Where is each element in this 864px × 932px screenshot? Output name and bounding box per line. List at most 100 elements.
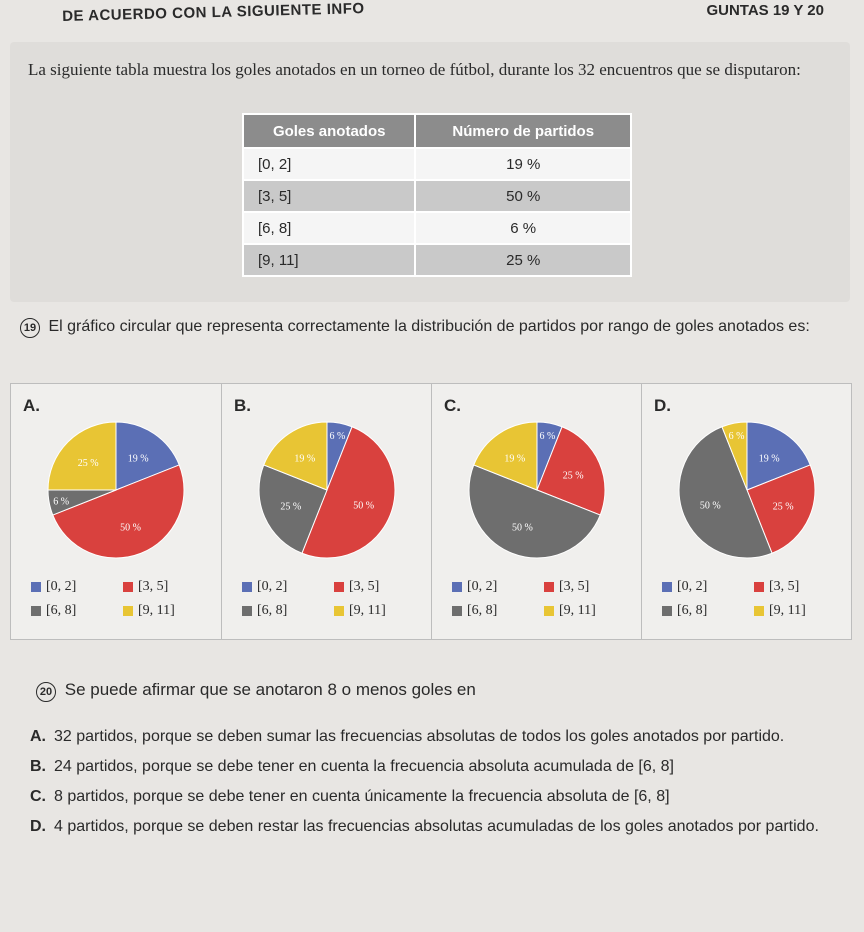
table-cell: [9, 11] <box>241 243 417 277</box>
pie-options: A. 19 % 50 % 6 % 25 % [0, 2] [3, 5] [6, 8] [9,… <box>10 383 852 640</box>
slice-label: 50 % <box>120 523 141 534</box>
pie-slice <box>258 464 328 554</box>
pie-slice <box>263 421 328 491</box>
question-20: 20 Se puede afirmar que se anotaron 8 o … <box>36 680 476 702</box>
legend-label: [6, 8] <box>677 603 708 618</box>
answer-letter: A. <box>30 728 46 745</box>
legend-item: [6, 8] <box>662 603 707 619</box>
pie-slice <box>115 421 180 491</box>
legend-item: [6, 8] <box>31 603 76 619</box>
table-header: Número de partidos <box>414 113 632 149</box>
answer-list: A. 32 partidos, porque se deben sumar la… <box>30 725 842 845</box>
option-a-panel[interactable]: A. 19 % 50 % 6 % 25 % [0, 2] [3, 5] [6, 8] [9,… <box>11 384 221 639</box>
answer-option-a[interactable]: A. 32 partidos, porque se deben sumar la… <box>30 725 842 749</box>
slice-label: 6 % <box>729 431 745 442</box>
slice-label: 50 % <box>353 501 374 512</box>
question-19-text: El gráfico circular que representa corre… <box>48 318 810 335</box>
slice-label: 25 % <box>773 502 794 513</box>
table-cell: [6, 8] <box>241 211 417 245</box>
question-number-badge: 19 <box>20 318 40 338</box>
answer-letter: C. <box>30 788 46 805</box>
legend-label: [9, 11] <box>769 603 806 618</box>
pie-slice <box>536 426 606 516</box>
table-header-row: Goles anotados Número de partidos <box>241 113 632 149</box>
legend-swatch <box>544 582 554 592</box>
pie-slice <box>301 426 396 559</box>
legend-swatch <box>662 606 672 616</box>
option-d-panel[interactable]: D. 19 % 25 % 50 % 6 % [0, 2] [3, 5] [6, 8] [9,… <box>641 384 852 639</box>
slice-label: 19 % <box>759 453 780 464</box>
table-cell: 19 % <box>414 147 632 181</box>
pie-slice <box>468 464 601 559</box>
option-letter: C. <box>444 396 461 415</box>
legend-item: [3, 5] <box>544 579 589 595</box>
answer-option-d[interactable]: D. 4 partidos, porque se deben restar la… <box>30 815 842 839</box>
legend-label: [3, 5] <box>138 579 169 594</box>
answer-letter: D. <box>30 818 46 835</box>
legend-item: [9, 11] <box>544 603 596 619</box>
legend-item: [6, 8] <box>242 603 287 619</box>
legend-swatch <box>334 606 344 616</box>
legend-item: [3, 5] <box>334 579 379 595</box>
slice-label: 25 % <box>280 502 301 513</box>
legend-item: [0, 2] <box>662 579 707 595</box>
slice-label: 19 % <box>504 453 525 464</box>
option-letter: A. <box>23 396 40 415</box>
table-row: [6, 8] 6 % <box>241 211 632 245</box>
pie-chart-a: 19 % 50 % 6 % 25 % <box>47 421 185 559</box>
legend-label: [0, 2] <box>467 579 498 594</box>
legend-item: [9, 11] <box>754 603 806 619</box>
legend-swatch <box>754 582 764 592</box>
table-row: [9, 11] 25 % <box>241 243 632 277</box>
legend-item: [9, 11] <box>123 603 175 619</box>
option-c-panel[interactable]: C. 6 % 25 % 50 % 19 % [0, 2] [3, 5] [6, 8] [9,… <box>431 384 642 639</box>
question-19: 19 El gráfico circular que representa co… <box>20 315 860 339</box>
legend-swatch <box>334 582 344 592</box>
intro-text: La siguiente tabla muestra los goles ano… <box>28 60 801 79</box>
question-20-text: Se puede afirmar que se anotaron 8 o men… <box>64 680 476 699</box>
pie-slice <box>721 421 748 491</box>
legend-label: [0, 2] <box>677 579 708 594</box>
answer-text: 32 partidos, porque se deben sumar las f… <box>54 728 785 745</box>
pie-slice <box>473 421 538 491</box>
pie-slice <box>678 426 773 559</box>
answer-letter: B. <box>30 758 46 775</box>
legend-swatch <box>123 606 133 616</box>
legend-item: [0, 2] <box>31 579 76 595</box>
legend-label: [0, 2] <box>257 579 288 594</box>
goals-table: Goles anotados Número de partidos [0, 2]… <box>241 113 632 277</box>
pie-slice <box>52 464 185 559</box>
table-cell: 6 % <box>414 211 632 245</box>
table-header: Goles anotados <box>241 113 417 149</box>
option-letter: D. <box>654 396 671 415</box>
pie-slice <box>746 464 816 554</box>
section-header: DE ACUERDO CON LA SIGUIENTE INFO <box>62 0 365 25</box>
answer-option-b[interactable]: B. 24 partidos, porque se debe tener en … <box>30 755 842 779</box>
legend-label: [0, 2] <box>46 579 77 594</box>
option-b-panel[interactable]: B. 6 % 50 % 25 % 19 % [0, 2] [3, 5] [6, 8] [9,… <box>221 384 432 639</box>
legend-label: [9, 11] <box>559 603 596 618</box>
legend-item: [3, 5] <box>754 579 799 595</box>
answer-option-c[interactable]: C. 8 partidos, porque se debe tener en c… <box>30 785 842 809</box>
legend-swatch <box>123 582 133 592</box>
slice-label: 6 % <box>540 431 556 442</box>
legend-label: [6, 8] <box>467 603 498 618</box>
legend-swatch <box>242 582 252 592</box>
answer-text: 8 partidos, porque se debe tener en cuen… <box>54 788 670 805</box>
pie-slice <box>746 421 811 491</box>
legend-label: [6, 8] <box>46 603 77 618</box>
legend-label: [3, 5] <box>349 579 380 594</box>
legend-swatch <box>662 582 672 592</box>
answer-text: 24 partidos, porque se debe tener en cue… <box>54 758 674 775</box>
table-cell: 50 % <box>414 179 632 213</box>
legend-swatch <box>31 582 41 592</box>
table-cell: [3, 5] <box>241 179 417 213</box>
legend-item: [9, 11] <box>334 603 386 619</box>
legend-item: [3, 5] <box>123 579 168 595</box>
legend-swatch <box>544 606 554 616</box>
table-row: [3, 5] 50 % <box>241 179 632 213</box>
slice-label: 19 % <box>128 453 149 464</box>
legend-swatch <box>452 606 462 616</box>
legend-swatch <box>452 582 462 592</box>
table-row: [0, 2] 19 % <box>241 147 632 181</box>
